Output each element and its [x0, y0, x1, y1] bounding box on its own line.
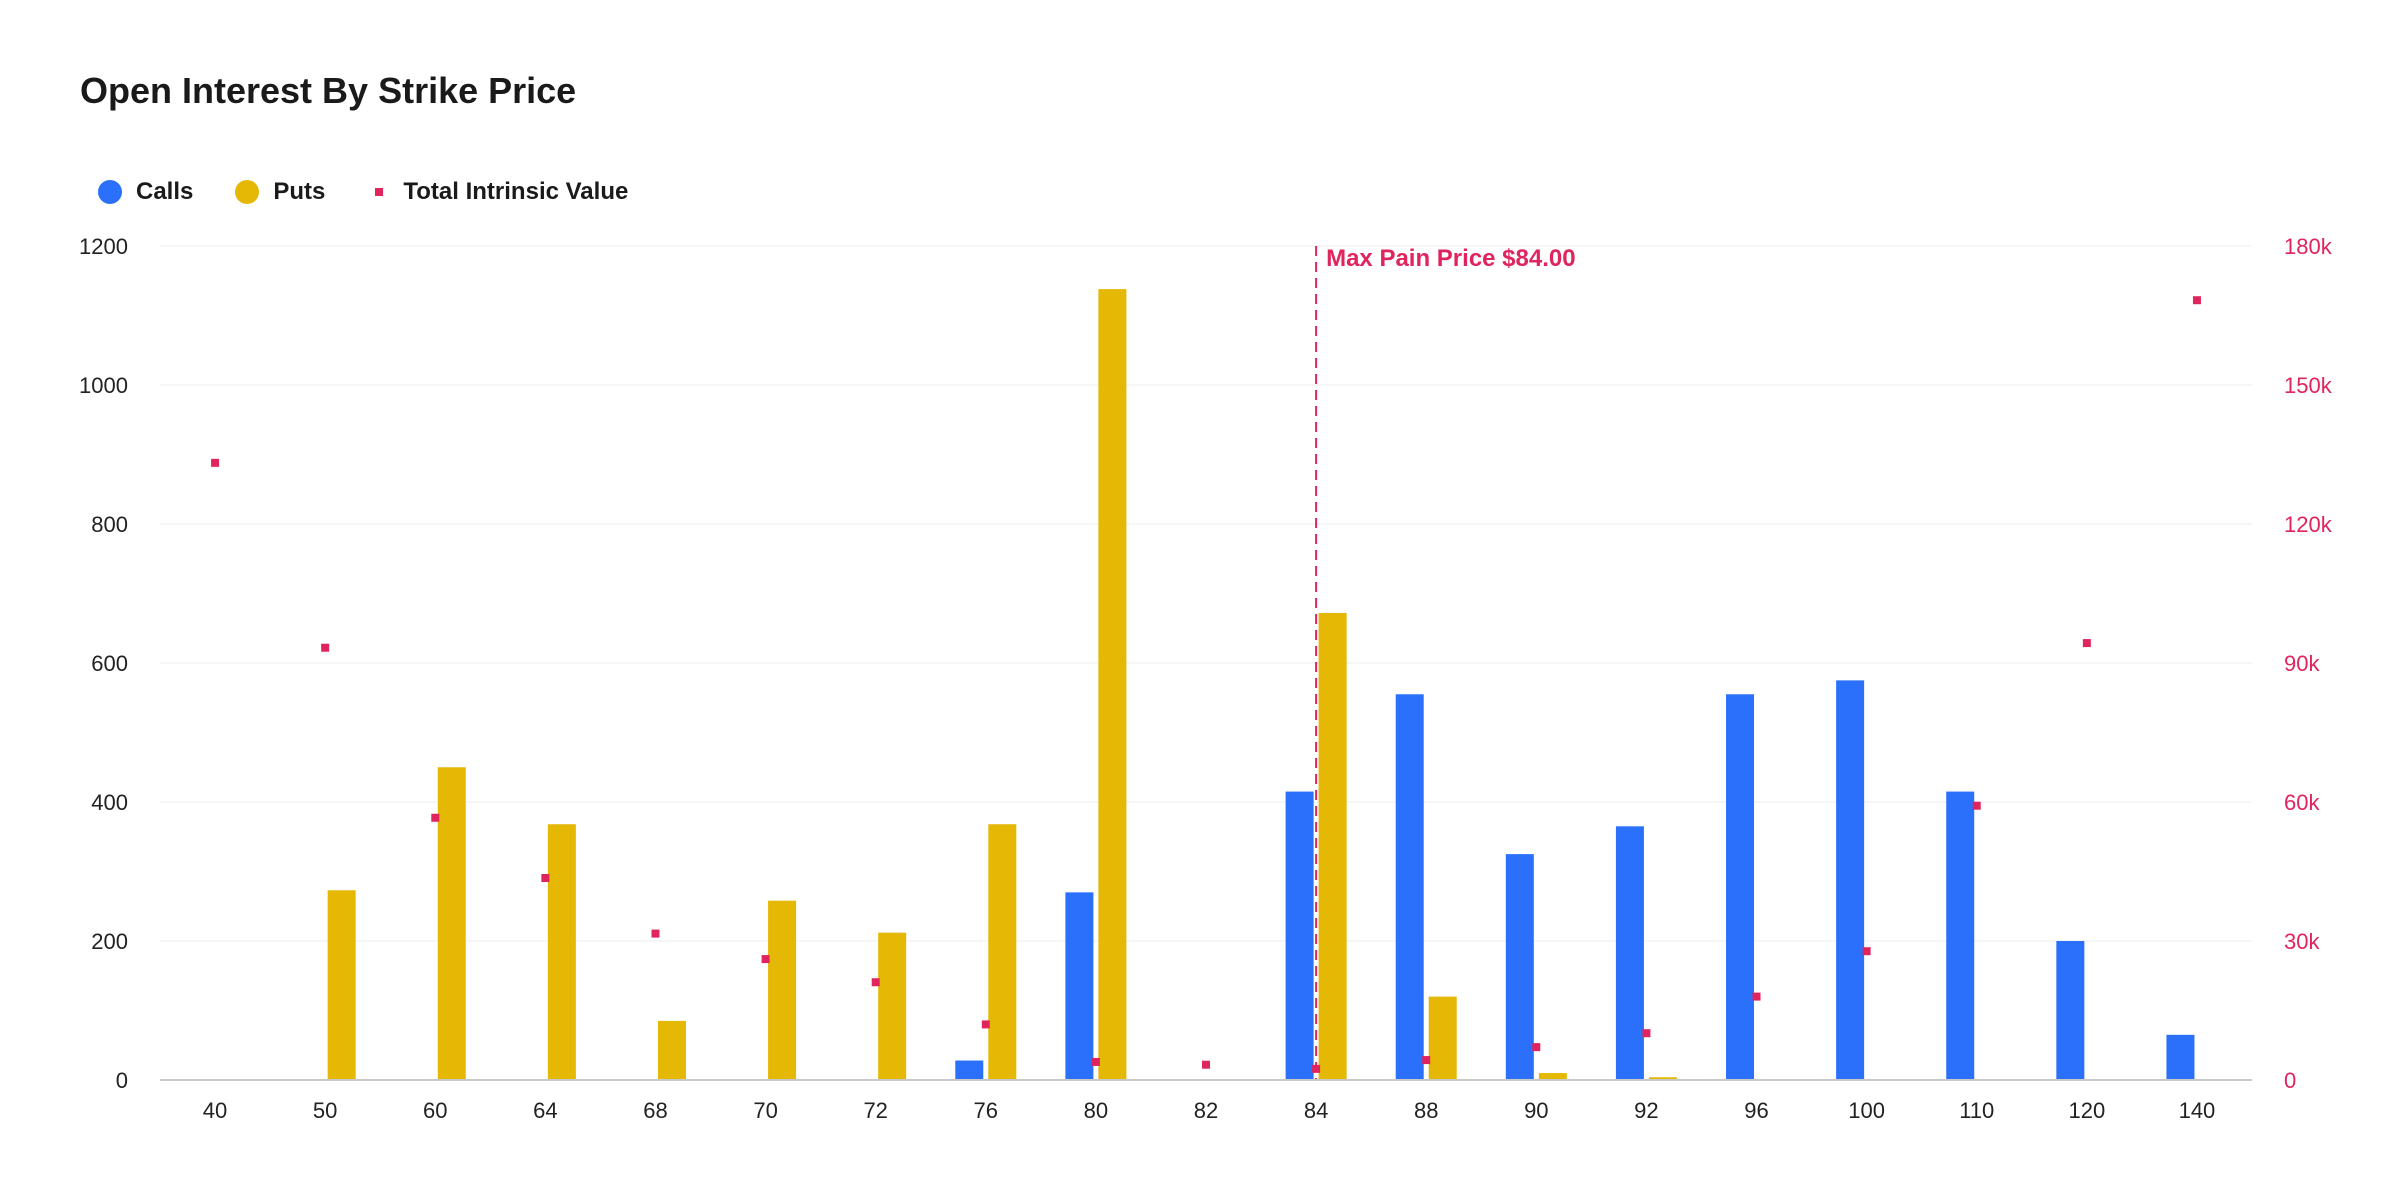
bar-calls — [1726, 694, 1755, 1080]
intrinsic-point — [1642, 1029, 1651, 1038]
chart-title: Open Interest By Strike Price — [80, 70, 577, 111]
intrinsic-point — [321, 643, 330, 652]
intrinsic-point — [1972, 801, 1981, 810]
legend-swatch-intrinsic — [375, 188, 384, 196]
intrinsic-point — [1422, 1056, 1431, 1065]
x-tick-label: 60 — [423, 1098, 447, 1123]
intrinsic-point — [1312, 1064, 1321, 1073]
grid-lines — [160, 245, 2252, 942]
x-tick-label: 72 — [863, 1098, 887, 1123]
intrinsic-point — [981, 1020, 990, 1029]
intrinsic-point — [1202, 1060, 1210, 1069]
intrinsic-point — [761, 955, 770, 964]
x-tick-label: 84 — [1304, 1098, 1328, 1123]
x-tick-label: 96 — [1744, 1098, 1768, 1123]
x-tick-label: 92 — [1634, 1098, 1658, 1123]
x-tick-label: 88 — [1414, 1098, 1438, 1123]
right-tick-label: 150k — [2284, 373, 2333, 398]
intrinsic-point — [211, 458, 220, 467]
x-tick-label: 140 — [2179, 1098, 2216, 1123]
x-tick-label: 76 — [974, 1098, 998, 1123]
left-tick-label: 1000 — [79, 373, 128, 398]
x-tick-label: 90 — [1524, 1098, 1548, 1123]
bar-puts — [547, 824, 576, 1080]
intrinsic-point — [1091, 1057, 1100, 1066]
max-pain-label: Max Pain Price $84.00 — [1326, 245, 1576, 272]
max-pain-annotation: Max Pain Price $84.00 — [1315, 245, 1576, 1080]
bars — [327, 289, 2195, 1081]
intrinsic-points — [211, 296, 2201, 1073]
legend-label-calls: Calls — [136, 178, 194, 205]
bar-calls — [1946, 791, 1975, 1080]
right-axis-ticks: 0 30k 60k 90k 120k 150k 180k — [2284, 234, 2333, 1093]
right-tick-label: 0 — [2284, 1068, 2296, 1093]
x-tick-label: 80 — [1084, 1098, 1108, 1123]
bar-calls — [2166, 1034, 2195, 1080]
bar-calls — [1395, 694, 1424, 1080]
bar-puts — [657, 1020, 686, 1080]
x-axis-ticks: 40 50 60 64 68 70 72 76 80 82 84 88 90 92 96 100 110 120 1… — [203, 1098, 2215, 1123]
intrinsic-point — [651, 929, 660, 938]
bar-puts — [437, 767, 466, 1080]
intrinsic-point — [871, 978, 880, 987]
bar-puts — [988, 824, 1017, 1080]
intrinsic-point — [1862, 947, 1871, 956]
legend-label-puts: Puts — [273, 178, 326, 205]
x-tick-label: 100 — [1848, 1098, 1885, 1123]
intrinsic-point — [541, 873, 550, 882]
intrinsic-point — [431, 813, 440, 822]
x-tick-label: 110 — [1959, 1098, 1994, 1123]
bar-puts — [1538, 1073, 1567, 1080]
x-tick-label: 70 — [753, 1098, 777, 1123]
left-tick-label: 1200 — [79, 234, 128, 259]
x-tick-label: 120 — [2068, 1098, 2105, 1123]
left-tick-label: 200 — [91, 929, 128, 954]
legend-swatch-calls — [98, 180, 122, 204]
legend-item-intrinsic[interactable]: Total Intrinsic Value — [367, 178, 628, 206]
bar-puts — [327, 890, 356, 1080]
bar-calls — [2056, 941, 2085, 1080]
bar-calls — [1836, 680, 1865, 1080]
left-axis-ticks: 0 200 400 600 800 1000 1200 — [79, 234, 128, 1093]
intrinsic-point — [2192, 296, 2201, 305]
x-tick-label: 64 — [533, 1098, 557, 1123]
right-tick-label: 30k — [2284, 929, 2320, 954]
intrinsic-point — [2082, 639, 2091, 648]
right-tick-label: 60k — [2284, 790, 2320, 815]
left-tick-label: 400 — [91, 790, 128, 815]
bar-calls — [955, 1060, 984, 1080]
bar-puts — [878, 932, 907, 1080]
left-tick-label: 800 — [91, 512, 128, 537]
legend: Calls Puts Total Intrinsic Value — [98, 178, 670, 206]
legend-item-puts[interactable]: Puts — [235, 178, 325, 206]
x-tick-label: 82 — [1194, 1098, 1218, 1123]
intrinsic-point — [1532, 1043, 1541, 1052]
legend-swatch-puts — [235, 180, 260, 204]
legend-label-intrinsic: Total Intrinsic Value — [403, 178, 629, 205]
bar-puts — [768, 900, 797, 1080]
right-tick-label: 120k — [2284, 512, 2333, 537]
right-tick-label: 90k — [2284, 651, 2320, 676]
left-tick-label: 0 — [116, 1068, 128, 1093]
bar-puts — [1098, 289, 1127, 1081]
bar-calls — [1065, 892, 1094, 1080]
bar-calls — [1285, 791, 1314, 1080]
bar-calls — [1505, 854, 1534, 1080]
right-tick-label: 180k — [2284, 234, 2333, 259]
x-tick-label: 50 — [313, 1098, 337, 1123]
intrinsic-point — [1752, 992, 1761, 1001]
bar-calls — [1615, 826, 1644, 1080]
x-tick-label: 68 — [643, 1098, 667, 1123]
legend-item-calls[interactable]: Calls — [98, 178, 193, 206]
x-tick-label: 40 — [203, 1098, 227, 1123]
bar-puts — [1648, 1077, 1677, 1080]
bar-puts — [1428, 996, 1457, 1080]
left-tick-label: 600 — [91, 651, 128, 676]
bar-puts — [1318, 612, 1347, 1080]
